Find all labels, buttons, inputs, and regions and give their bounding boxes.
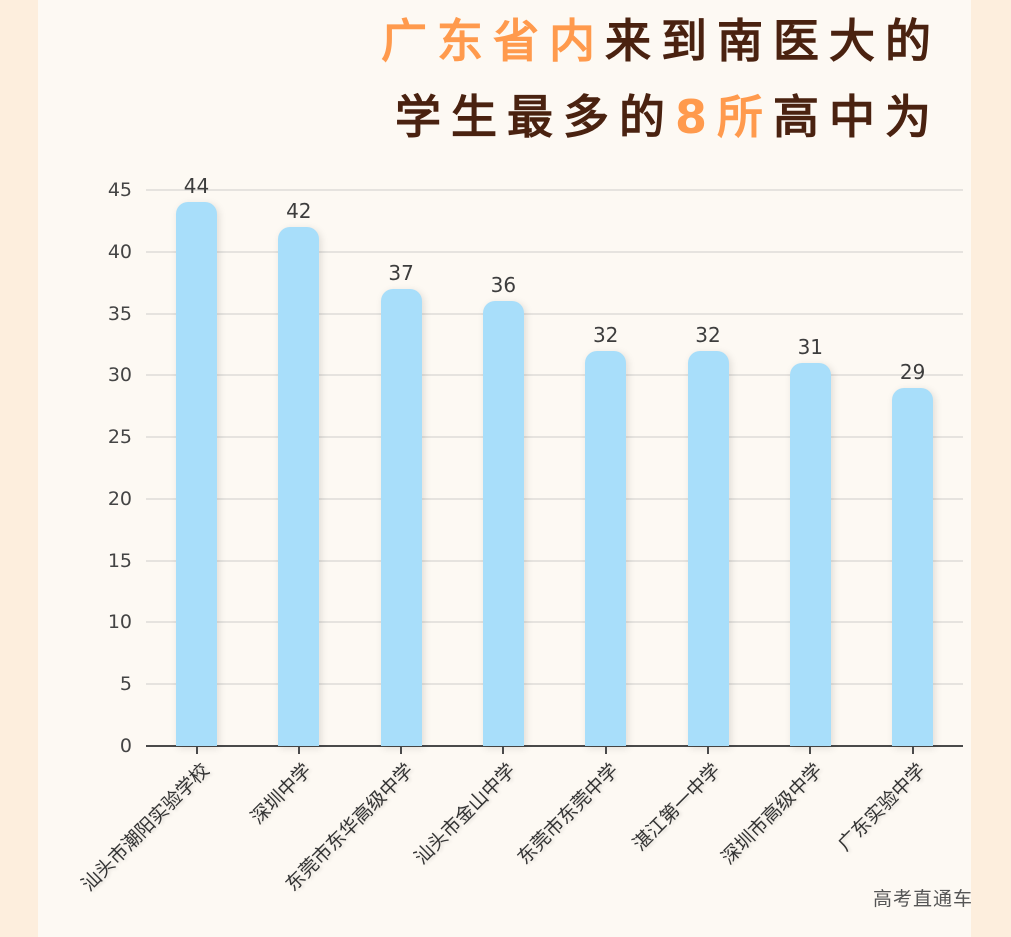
- y-tick-label: 40: [107, 240, 132, 263]
- title-text: 来到南医大的: [605, 14, 941, 68]
- gridline: [146, 312, 963, 315]
- title-text: 学生最多的: [394, 90, 675, 144]
- bar: [585, 350, 627, 746]
- gridline: [146, 250, 963, 253]
- y-tick-label: 15: [107, 549, 132, 572]
- bar: [789, 362, 831, 746]
- x-tick-mark: [400, 747, 403, 754]
- x-axis-line: [146, 745, 963, 747]
- x-tick-mark: [502, 747, 505, 754]
- gridline: [146, 374, 963, 377]
- gridline: [146, 189, 963, 191]
- x-category-label: 湛江第一中学: [628, 759, 725, 856]
- x-tick-mark: [604, 747, 607, 754]
- x-category-label: 深圳中学: [246, 759, 316, 829]
- x-tick-mark: [809, 747, 812, 754]
- chart-title-line-2: 学生最多的8所高中为: [395, 94, 941, 140]
- bar-value-label: 37: [388, 260, 414, 285]
- gridline: [146, 436, 963, 439]
- y-tick-label: 45: [107, 179, 132, 201]
- bar-value-label: 31: [797, 334, 824, 359]
- chart-title-line-1: 广东省内来到南医大的: [381, 18, 941, 64]
- x-category-label: 汕头市金山中学: [410, 759, 521, 869]
- y-tick-label: 35: [107, 302, 132, 325]
- gridline: [146, 683, 963, 686]
- gridline: [146, 497, 963, 500]
- bar: [687, 350, 729, 746]
- bar-value-label: 42: [286, 199, 312, 224]
- title-highlight-province: 广东省内: [381, 14, 605, 68]
- x-tick-mark: [297, 747, 300, 754]
- y-tick-label: 0: [119, 735, 132, 757]
- y-tick-label: 30: [107, 364, 132, 387]
- y-tick-label: 5: [119, 673, 132, 696]
- title-text: 高中为: [773, 90, 941, 144]
- bar: [380, 288, 422, 746]
- bar: [176, 202, 217, 746]
- x-tick-mark: [911, 747, 914, 754]
- bar-value-label: 36: [490, 273, 517, 298]
- x-category-label: 广东实验中学: [833, 759, 930, 856]
- bar-value-label: 32: [592, 322, 619, 347]
- watermark: 高考直通车: [873, 888, 974, 910]
- bar: [892, 387, 934, 746]
- y-tick-label: 20: [107, 487, 132, 510]
- x-category-label: 深圳市高级中学: [717, 759, 828, 869]
- bar: [482, 301, 524, 746]
- gridline: [146, 621, 963, 624]
- x-tick-mark: [195, 747, 198, 754]
- bar-value-label: 29: [899, 359, 926, 384]
- y-tick-label: 10: [107, 611, 132, 634]
- bar-value-label: 44: [183, 174, 210, 199]
- bar: [278, 227, 320, 746]
- x-category-label: 东莞市东莞中学: [512, 759, 623, 869]
- gridline: [146, 559, 963, 562]
- x-category-label: 汕头市潮阳实验学校: [76, 759, 214, 896]
- title-highlight-count: 8所: [674, 90, 773, 144]
- bar-value-label: 32: [695, 322, 721, 347]
- x-tick-mark: [707, 747, 709, 754]
- y-tick-label: 25: [107, 426, 132, 449]
